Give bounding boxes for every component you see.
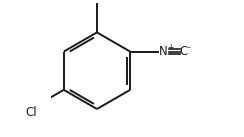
Text: C: C	[180, 45, 188, 58]
Text: +: +	[167, 43, 174, 52]
Text: Cl: Cl	[26, 106, 37, 119]
Text: Cl: Cl	[91, 0, 103, 2]
Text: N: N	[159, 45, 168, 58]
Text: -: -	[188, 43, 191, 52]
